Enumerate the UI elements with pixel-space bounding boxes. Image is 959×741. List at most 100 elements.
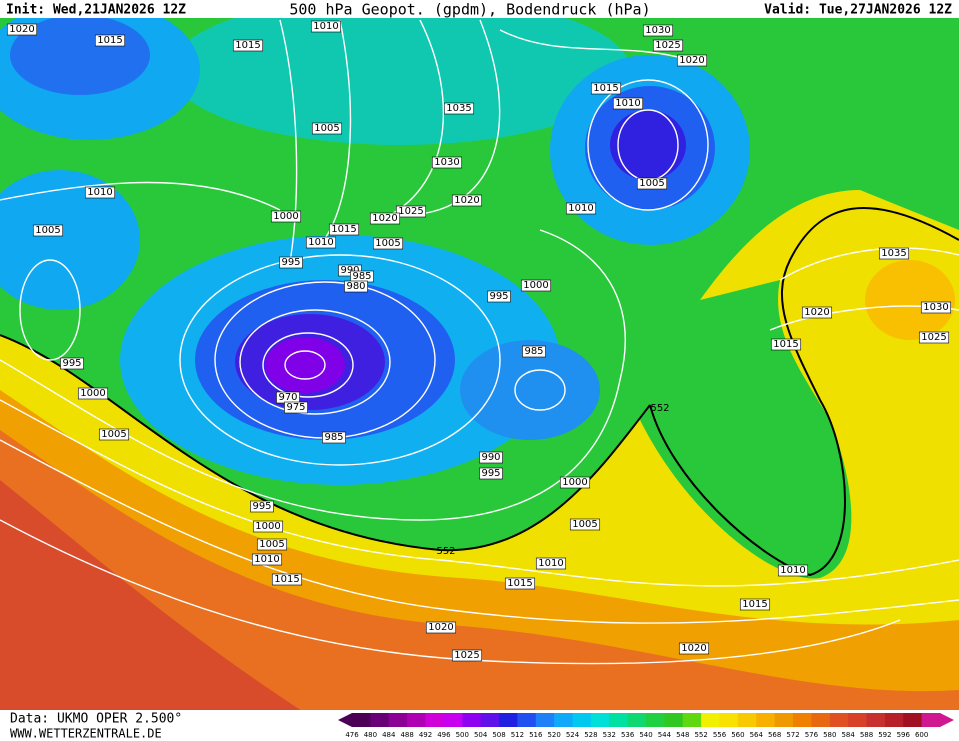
colorbar-label: 580 — [823, 731, 836, 739]
isobar-label: 1010 — [780, 565, 805, 576]
colorbar-swatch — [774, 713, 794, 727]
colorbar-swatch — [866, 713, 886, 727]
isobar-label: 1005 — [101, 429, 126, 440]
isobar-label: 1005 — [259, 539, 284, 550]
colorbar-label: 560 — [731, 731, 744, 739]
colorbar-swatch — [701, 713, 720, 727]
isobar-label: 995 — [252, 501, 271, 512]
colorbar-label: 568 — [768, 731, 781, 739]
colorbar-swatch — [388, 713, 408, 727]
isobar-label: 1015 — [97, 35, 122, 46]
isobar-label: 1010 — [87, 187, 112, 198]
geopotential-label: 552 — [650, 403, 669, 414]
isobar-label: 1020 — [679, 55, 704, 66]
label-box — [94, 34, 126, 47]
label-box — [372, 237, 404, 250]
colorbar-label: 524 — [566, 731, 580, 739]
colorbar-arrow-right — [940, 713, 954, 727]
label-box — [676, 54, 708, 67]
isobar-label: 1035 — [446, 103, 471, 114]
label-box — [322, 431, 346, 444]
label-box — [252, 520, 284, 533]
map-title: 500 hPa Geopot. (gpdm), Bodendruck (hPa) — [289, 1, 650, 19]
colorbar-swatch — [737, 713, 757, 727]
colorbar-swatch — [352, 713, 371, 727]
isobar-label: 1010 — [313, 21, 338, 32]
colorbar-label: 596 — [897, 731, 911, 739]
colorbar-swatch — [682, 713, 702, 727]
label-box — [98, 428, 130, 441]
colorbar-swatch — [443, 713, 463, 727]
colorbar-swatch — [719, 713, 739, 727]
isobar-label: 1005 — [639, 178, 664, 189]
isobar-label: 1010 — [568, 203, 593, 214]
label-box — [328, 223, 360, 236]
colorbar-swatch — [425, 713, 445, 727]
colorbar: 476 480 484 488 492 496 500 504 508 512 516 520 524 5… — [338, 713, 954, 739]
colorbar-label: 476 — [345, 731, 359, 739]
label-box — [256, 538, 288, 551]
isobar-label: 1000 — [273, 211, 298, 222]
colorbar-swatch — [554, 713, 573, 727]
isobar-label: 1030 — [645, 25, 670, 36]
isobar-label: 1020 — [804, 307, 829, 318]
colorbar-label: 492 — [419, 731, 432, 739]
label-box — [777, 564, 809, 577]
isobar-label: 990 — [481, 452, 500, 463]
colorbar-swatch — [370, 713, 390, 727]
colorbar-swatch — [664, 713, 684, 727]
colorbar-label: 516 — [529, 731, 543, 739]
geopotential-label: 552 — [436, 546, 455, 557]
isobar-label: 1020 — [372, 213, 397, 224]
colorbar-label: 500 — [456, 731, 469, 739]
label-box — [271, 573, 303, 586]
label-box — [522, 345, 546, 358]
isobar-label: 1005 — [35, 225, 60, 236]
isobar-label: 985 — [524, 346, 543, 357]
isobar-label: 995 — [62, 358, 81, 369]
isobar-label: 1015 — [593, 83, 618, 94]
isobar-label: 1025 — [454, 650, 479, 661]
isobar-label: 1005 — [572, 519, 597, 530]
label-box — [311, 122, 343, 135]
valid-time: Valid: Tue,27JAN2026 12Z — [764, 3, 952, 18]
label-box — [60, 357, 84, 370]
label-box — [479, 451, 503, 464]
colorbar-swatch — [829, 713, 849, 727]
label-box — [636, 177, 668, 190]
label-box — [232, 39, 264, 52]
isobar-label: 1005 — [314, 123, 339, 134]
label-box — [520, 279, 552, 292]
isobar-label: 1015 — [274, 574, 299, 585]
isobar-label: 1025 — [655, 40, 680, 51]
colorbar-label: 504 — [474, 731, 488, 739]
colorbar-label: 552 — [694, 731, 707, 739]
init-time: Init: Wed,21JAN2026 12Z — [6, 3, 186, 18]
isobar-label: 1000 — [80, 388, 105, 399]
isobar-label: 1025 — [921, 332, 946, 343]
isobar-label: 1015 — [773, 339, 798, 350]
colorbar-swatch — [590, 713, 610, 727]
label-box — [284, 401, 308, 414]
label-box — [425, 621, 457, 634]
label-box — [487, 290, 511, 303]
label-box — [451, 649, 483, 662]
colorbar-label: 544 — [658, 731, 672, 739]
label-box — [443, 102, 475, 115]
isobar-label: 1020 — [454, 195, 479, 206]
site-name: WWW.WETTERZENTRALE.DE — [10, 727, 162, 741]
colorbar-label: 556 — [713, 731, 727, 739]
colorbar-swatch — [462, 713, 482, 727]
label-box — [279, 256, 303, 269]
label-box — [84, 186, 116, 199]
colorbar-label: 536 — [621, 731, 635, 739]
colorbar-swatch — [756, 713, 776, 727]
isobar-label: 1015 — [742, 599, 767, 610]
colorbar-label: 588 — [860, 731, 873, 739]
colorbar-swatch — [480, 713, 500, 727]
isobar-label: 1010 — [615, 98, 640, 109]
colorbar-swatch — [903, 713, 923, 727]
colorbar-swatch — [884, 713, 904, 727]
